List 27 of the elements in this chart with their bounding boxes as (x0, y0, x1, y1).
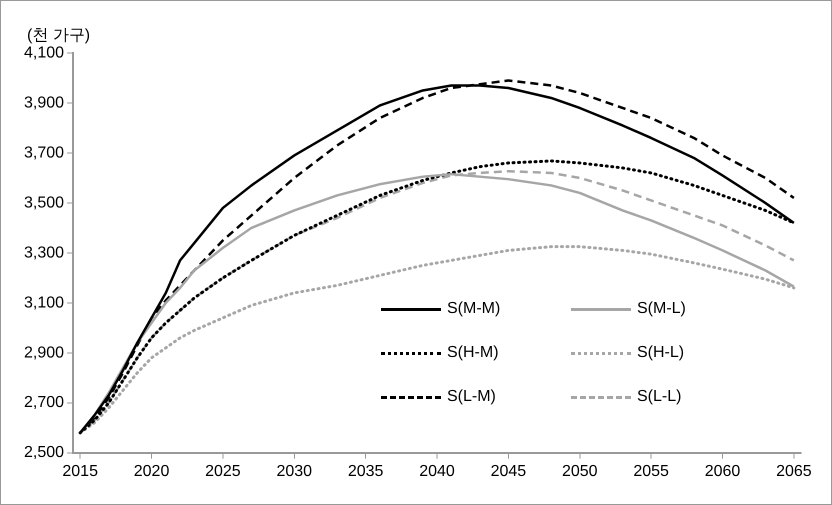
x-tick-label: 2040 (419, 462, 455, 480)
y-tick-label: 2,500 (24, 444, 64, 462)
x-tick-label: 2050 (562, 462, 598, 480)
x-tick-label: 2025 (205, 462, 241, 480)
x-tick-label: 2030 (276, 462, 312, 480)
y-tick-label: 3,900 (24, 94, 64, 112)
x-tick-label: 2045 (490, 462, 526, 480)
legend-label: S(M-L) (637, 300, 686, 318)
legend-label: S(H-M) (447, 344, 499, 362)
x-tick-label: 2020 (134, 462, 170, 480)
legend-label: S(L-M) (447, 388, 496, 406)
x-tick-label: 2035 (348, 462, 384, 480)
legend-label: S(M-M) (447, 300, 500, 318)
y-tick-label: 3,500 (24, 194, 64, 212)
legend-label: S(L-L) (637, 388, 682, 406)
x-tick-label: 2015 (62, 462, 98, 480)
x-tick-label: 2055 (633, 462, 670, 480)
y-tick-label: 4,100 (24, 44, 64, 62)
y-axis-title: (천 가구) (27, 26, 90, 46)
x-tick-label: 2060 (704, 462, 740, 480)
x-tick-label: 2065 (776, 462, 812, 480)
y-tick-label: 3,100 (24, 294, 64, 312)
y-tick-label: 2,700 (24, 394, 64, 412)
legend-label: S(H-L) (637, 344, 684, 362)
y-tick-label: 3,300 (24, 244, 64, 262)
y-tick-label: 3,700 (24, 144, 64, 162)
y-tick-label: 2,900 (24, 344, 64, 362)
